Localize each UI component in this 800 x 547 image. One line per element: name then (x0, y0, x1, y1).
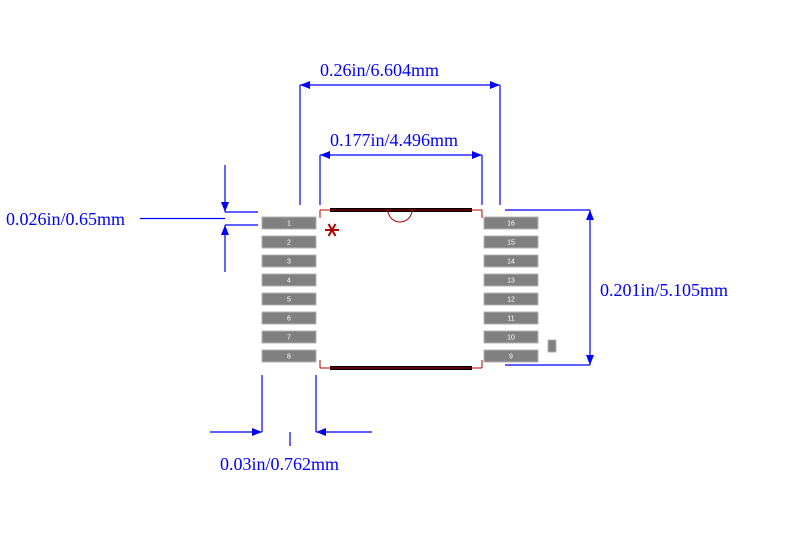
svg-text:6: 6 (287, 315, 291, 322)
svg-text:8: 8 (287, 353, 291, 360)
svg-text:4: 4 (287, 277, 291, 284)
pcb-footprint-svg: 1 16 2 15 3 14 4 13 5 12 6 11 7 10 8 9 0.26in/6.604mm 0.1… (0, 0, 800, 547)
pin1-marker-star (325, 224, 339, 236)
svg-text:13: 13 (507, 277, 515, 284)
svg-text:0.177in/4.496mm: 0.177in/4.496mm (330, 130, 458, 150)
svg-text:11: 11 (507, 315, 514, 322)
svg-text:3: 3 (287, 258, 291, 265)
svg-text:9: 9 (509, 353, 513, 360)
svg-text:2: 2 (287, 239, 291, 246)
svg-text:15: 15 (507, 239, 515, 246)
svg-text:5: 5 (287, 296, 291, 303)
svg-text:10: 10 (507, 334, 515, 341)
svg-text:0.201in/5.105mm: 0.201in/5.105mm (600, 280, 728, 300)
svg-text:7: 7 (287, 334, 291, 341)
silkscreen (320, 210, 482, 368)
svg-text:0.03in/0.762mm: 0.03in/0.762mm (220, 454, 339, 474)
svg-text:16: 16 (507, 220, 515, 227)
pads: 1 16 2 15 3 14 4 13 5 12 6 11 7 10 8 9 (262, 217, 538, 362)
marker-box (548, 340, 556, 352)
svg-text:14: 14 (507, 258, 515, 265)
svg-text:12: 12 (507, 296, 515, 303)
svg-text:1: 1 (287, 220, 291, 227)
dimensions: 0.26in/6.604mm 0.177in/4.496mm 0.201in/5.1… (6, 60, 728, 474)
svg-text:0.026in/0.65mm: 0.026in/0.65mm (6, 209, 125, 229)
svg-text:0.26in/6.604mm: 0.26in/6.604mm (320, 60, 439, 80)
